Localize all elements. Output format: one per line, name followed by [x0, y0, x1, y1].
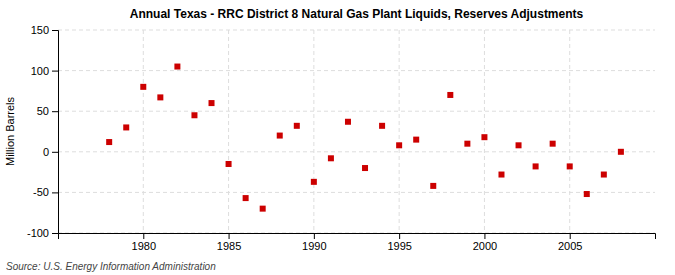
point	[157, 94, 163, 100]
tick-mark	[52, 30, 58, 31]
point	[243, 195, 249, 201]
point	[226, 161, 232, 167]
tick-label: 1980	[132, 240, 156, 252]
tick-label: -50	[33, 186, 49, 198]
tick: 2005	[558, 233, 582, 252]
point	[311, 179, 317, 185]
tick-mark	[143, 233, 144, 239]
tick-mark	[570, 233, 571, 239]
grid-line	[58, 70, 655, 71]
tick-label: 150	[31, 24, 49, 36]
point	[464, 141, 470, 147]
point	[584, 191, 590, 197]
grid-line	[484, 30, 485, 233]
tick: 1980	[132, 233, 156, 252]
x-axis: 1980 1985 1990 1995 2000 2005	[59, 233, 656, 252]
tick: 1985	[217, 233, 241, 252]
point	[174, 64, 180, 70]
tick-label: 1995	[387, 240, 411, 252]
point	[277, 133, 283, 139]
tick-mark	[399, 233, 400, 239]
tick-label: 2005	[558, 240, 582, 252]
source: Source: U.S. Energy Information Administ…	[6, 261, 216, 272]
tick-mark	[314, 233, 315, 239]
title: Annual Texas - RRC District 8 Natural Ga…	[130, 7, 584, 21]
tick-mark	[229, 233, 230, 239]
point	[413, 137, 419, 143]
tick-mark	[484, 233, 485, 239]
tick-mark	[52, 192, 58, 193]
tick-mark	[52, 152, 58, 153]
points	[106, 64, 624, 212]
point	[362, 165, 368, 171]
tick-mark	[52, 71, 58, 72]
point	[294, 123, 300, 129]
tick: 2000	[473, 233, 497, 252]
point	[498, 172, 504, 178]
point	[601, 172, 607, 178]
point	[533, 163, 539, 169]
tick: 150	[31, 24, 58, 36]
tick-mark	[52, 233, 58, 234]
tick-label: 1990	[302, 240, 326, 252]
point	[191, 112, 197, 118]
point	[328, 155, 334, 161]
point	[123, 124, 129, 130]
point	[430, 183, 436, 189]
point	[379, 123, 385, 129]
grid	[58, 30, 655, 233]
chart: 1980 1985 1990 1995 2000 2005 -100 -50 0 50 100 150…	[0, 0, 675, 275]
grid-line	[313, 30, 314, 233]
tick: 100	[31, 65, 58, 77]
grid-line	[569, 30, 570, 233]
point	[345, 119, 351, 125]
point	[396, 142, 402, 148]
tick-label: 1985	[217, 240, 241, 252]
y-axis-label: Million Barrels	[4, 96, 16, 166]
tick: 0	[43, 146, 58, 158]
tick: 1990	[302, 233, 326, 252]
plot: 1980 1985 1990 1995 2000 2005 -100 -50 0 50 100 150	[27, 24, 656, 252]
axis-line	[52, 31, 59, 234]
grid-line	[58, 30, 655, 31]
tick-label: 2000	[473, 240, 497, 252]
grid-line	[143, 30, 144, 233]
tick: 1995	[387, 233, 411, 252]
point	[140, 84, 146, 90]
point	[618, 149, 624, 155]
grid-line	[58, 151, 655, 152]
point	[550, 141, 556, 147]
tick-label: -100	[27, 227, 49, 239]
point	[516, 142, 522, 148]
grid-line	[399, 30, 400, 233]
tick: 50	[37, 105, 58, 117]
tick-label: 50	[37, 105, 49, 117]
y-axis: -100 -50 0 50 100 150	[27, 24, 59, 239]
grid-line	[228, 30, 229, 233]
point	[567, 163, 573, 169]
tick-label: 100	[31, 65, 49, 77]
grid-line	[58, 192, 655, 193]
tick: -50	[33, 186, 58, 198]
point	[447, 92, 453, 98]
axis-line	[59, 234, 656, 240]
grid-line	[58, 111, 655, 112]
point	[481, 134, 487, 140]
tick-mark	[52, 111, 58, 112]
point	[106, 139, 112, 145]
point	[209, 100, 215, 106]
tick: -100	[27, 227, 58, 239]
point	[260, 206, 266, 212]
tick-label: 0	[43, 146, 49, 158]
